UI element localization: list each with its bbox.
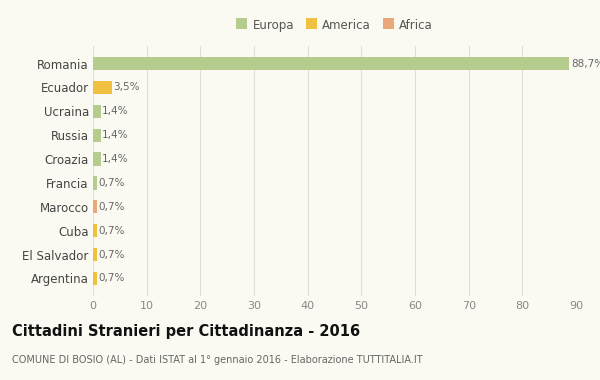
Text: Cittadini Stranieri per Cittadinanza - 2016: Cittadini Stranieri per Cittadinanza - 2…	[12, 324, 360, 339]
Bar	[93, 81, 112, 94]
Bar	[93, 57, 569, 70]
Text: 3,5%: 3,5%	[113, 82, 140, 92]
Bar	[93, 224, 97, 237]
Bar	[93, 200, 97, 214]
Bar	[93, 128, 101, 142]
Bar	[93, 248, 97, 261]
Bar	[93, 105, 101, 118]
Text: 0,7%: 0,7%	[98, 178, 124, 188]
Text: 0,7%: 0,7%	[98, 250, 124, 260]
Legend: Europa, America, Africa: Europa, America, Africa	[231, 14, 438, 36]
Bar	[93, 152, 101, 166]
Text: 0,7%: 0,7%	[98, 226, 124, 236]
Text: 1,4%: 1,4%	[102, 130, 128, 140]
Text: 0,7%: 0,7%	[98, 202, 124, 212]
Bar	[93, 176, 97, 190]
Bar	[93, 272, 97, 285]
Text: 1,4%: 1,4%	[102, 154, 128, 164]
Text: COMUNE DI BOSIO (AL) - Dati ISTAT al 1° gennaio 2016 - Elaborazione TUTTITALIA.I: COMUNE DI BOSIO (AL) - Dati ISTAT al 1° …	[12, 355, 422, 365]
Text: 88,7%: 88,7%	[572, 59, 600, 68]
Text: 1,4%: 1,4%	[102, 106, 128, 116]
Text: 0,7%: 0,7%	[98, 274, 124, 283]
